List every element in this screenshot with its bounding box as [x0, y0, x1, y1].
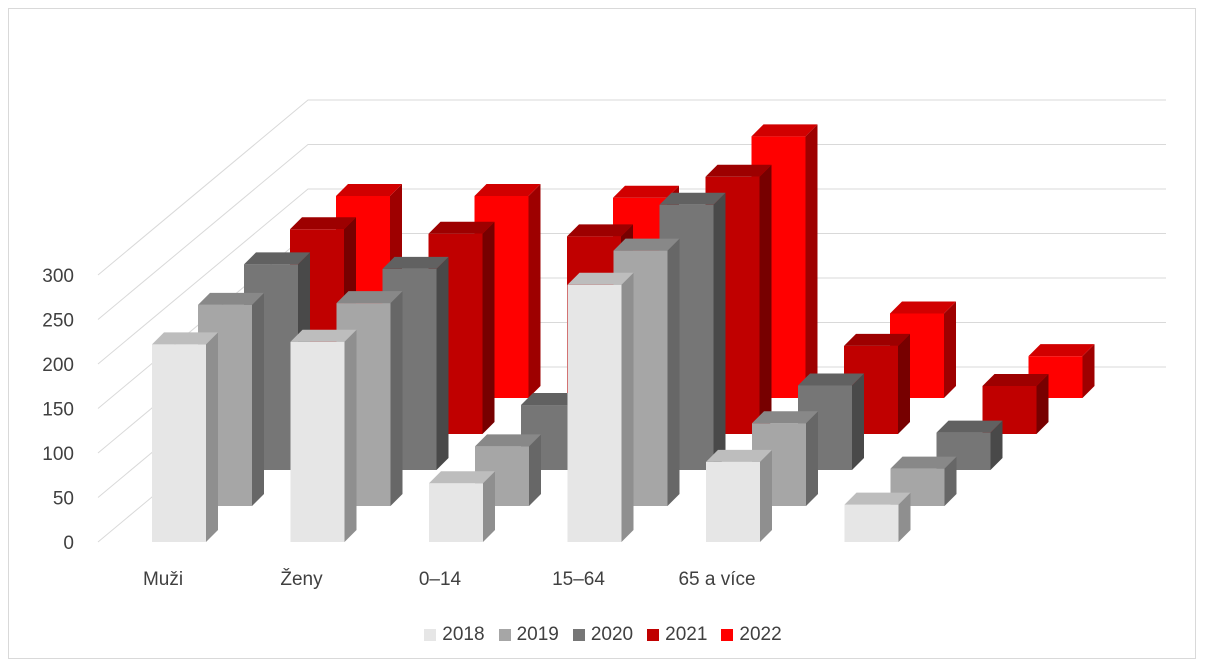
bar: [844, 492, 911, 542]
category-label: 65 a více: [678, 569, 755, 590]
legend-label: 2022: [739, 624, 782, 645]
legend-label: 2018: [442, 624, 485, 645]
bar: [429, 471, 495, 542]
y-tick-label: 50: [53, 489, 74, 510]
legend-label: 2021: [665, 624, 708, 645]
y-tick-label: 300: [42, 266, 74, 287]
y-tick-label: 100: [42, 444, 74, 465]
legend: 2018 2019 2020 2021 2022: [0, 624, 1206, 646]
y-tick-label: 0: [63, 533, 74, 554]
bar: [152, 332, 218, 542]
category-label: 15–64: [552, 569, 605, 590]
y-tick-label: 250: [42, 311, 74, 332]
legend-label: 2019: [516, 624, 559, 645]
bar: [567, 272, 634, 542]
y-tick-label: 200: [42, 355, 74, 376]
legend-swatch: [647, 629, 660, 641]
gridline: [97, 99, 1166, 276]
category-label: 0–14: [419, 569, 462, 590]
legend-label: 2020: [590, 624, 634, 645]
category-label: Ženy: [280, 568, 323, 590]
gridline: [97, 144, 1166, 320]
legend-swatch: [424, 629, 437, 641]
legend-swatch: [572, 629, 585, 641]
gridline: [97, 188, 1166, 365]
category-label: Muži: [143, 569, 183, 590]
legend-item: 2021: [647, 624, 707, 646]
bar: [290, 329, 357, 542]
legend-swatch: [498, 629, 511, 641]
series-2018: [152, 272, 911, 542]
y-tick-label: 150: [42, 400, 74, 421]
legend-item: 2022: [721, 624, 782, 646]
bars: [152, 124, 1095, 542]
bar: [890, 456, 957, 506]
legend-item: 2019: [498, 624, 559, 646]
legend-item: 2018: [424, 624, 485, 646]
legend-swatch: [721, 629, 734, 641]
bar: [706, 449, 772, 542]
legend-item: 2020: [572, 624, 634, 646]
